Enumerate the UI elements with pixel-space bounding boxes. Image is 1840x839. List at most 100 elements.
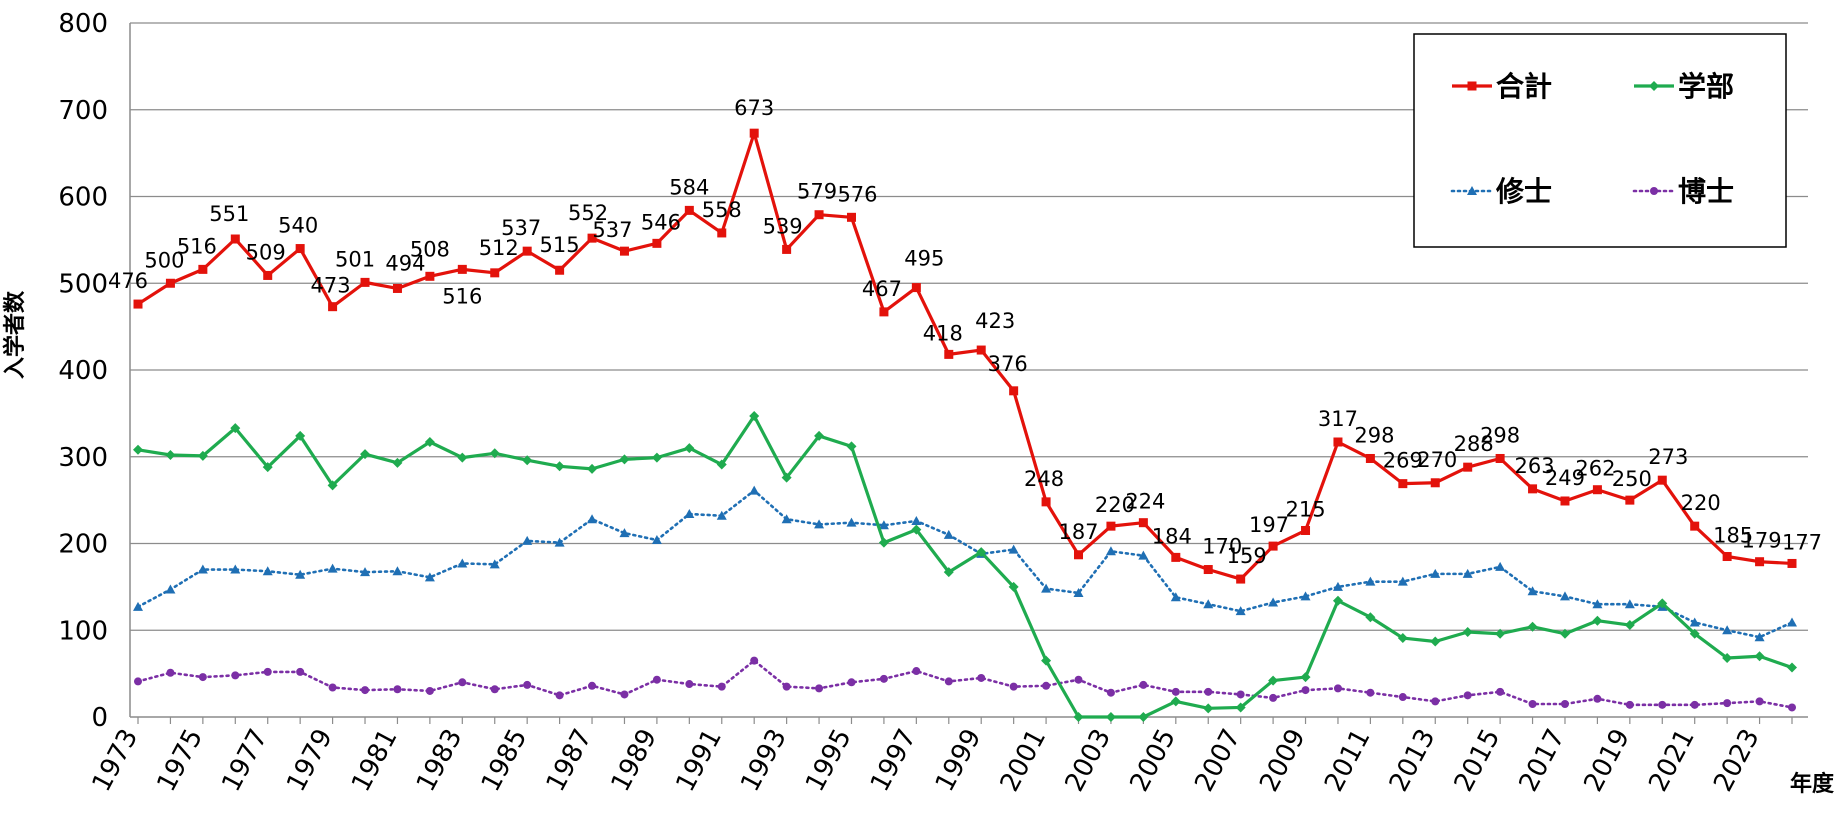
data-point [1430,478,1440,488]
data-label: 184 [1152,524,1192,548]
data-point [1560,496,1570,506]
y-tick-label: 800 [58,9,108,39]
data-label: 512 [479,236,519,260]
data-point [749,485,760,495]
data-point [1495,628,1506,639]
data-point [944,677,953,686]
data-point [587,514,598,524]
data-point [1268,541,1278,551]
data-point [619,454,630,465]
legend-item-2: 学部 [1634,70,1734,103]
series-1 [133,128,1797,584]
data-label: 317 [1318,407,1358,431]
data-point [1722,625,1733,635]
data-point [198,673,207,682]
data-point [1333,437,1343,447]
data-point [878,537,889,548]
data-point [554,461,565,472]
data-point [652,238,662,248]
y-tick-label: 600 [58,183,108,213]
data-point [1467,186,1477,195]
data-point [1722,552,1732,562]
data-point [457,558,468,568]
data-point [1787,617,1797,627]
data-label: 476 [108,269,148,293]
x-tick-label: 2021 [1643,724,1701,797]
data-point [684,443,695,454]
data-point [847,678,856,687]
data-point [1657,598,1668,609]
data-point [392,566,403,576]
series-2 [133,410,1797,722]
data-point [1787,558,1797,568]
data-point [1723,699,1732,708]
data-label: 467 [862,277,902,301]
data-point [620,690,629,699]
data-point [1073,587,1084,597]
data-label: 515 [540,233,580,257]
data-point [1009,682,1018,691]
data-point [554,537,565,547]
data-point [814,210,824,220]
data-point [165,278,175,288]
legend-item-3: 修士 [1450,175,1552,208]
data-point [1009,386,1019,396]
data-point [392,283,402,293]
data-point [1658,700,1667,709]
data-point [717,228,727,238]
data-point [879,674,888,683]
data-point [1268,597,1279,607]
data-point [489,448,500,459]
data-point [716,510,727,520]
x-tick-label: 1987 [541,724,599,797]
data-point [943,567,954,578]
legend-box [1413,33,1787,248]
data-point [619,246,629,256]
data-point [263,270,273,280]
legend-label: 修士 [1495,175,1552,208]
data-point [1204,687,1213,696]
data-point [1041,655,1052,666]
data-point [1041,583,1052,593]
data-label: 270 [1417,448,1457,472]
data-point [651,452,662,463]
data-point [1624,620,1635,631]
y-tick-label: 500 [58,269,108,299]
data-label: 376 [988,352,1028,376]
data-point [1495,561,1506,571]
data-point [1431,697,1440,706]
data-point [1625,495,1635,505]
data-point [814,519,825,529]
series-3 [133,485,1797,642]
data-point [360,567,371,577]
series-line [136,489,1794,639]
data-point [716,459,727,470]
data-point [1170,696,1181,707]
data-label: 187 [1058,520,1098,544]
data-label: 185 [1713,524,1753,548]
data-point [230,564,241,574]
data-point [165,450,176,461]
data-point [1625,700,1634,709]
x-tick-label: 2009 [1254,724,1312,797]
data-point [1649,81,1659,91]
data-point [230,234,240,244]
data-point [1689,628,1700,639]
data-point [1463,462,1473,472]
data-label: 473 [311,274,351,298]
data-point [782,682,791,691]
data-point [1560,699,1569,708]
data-point [1496,687,1505,696]
y-tick-label: 0 [91,703,108,733]
data-point [1787,662,1797,673]
legend-label: 学部 [1678,70,1734,103]
data-point [1300,672,1311,683]
data-point [166,668,175,677]
data-point [1592,485,1602,495]
series-4 [134,656,1796,712]
data-point [1008,544,1019,554]
data-point [522,246,532,256]
x-tick-label: 2003 [1060,724,1118,797]
data-point [846,441,857,452]
legend-label: 合計 [1496,70,1552,103]
